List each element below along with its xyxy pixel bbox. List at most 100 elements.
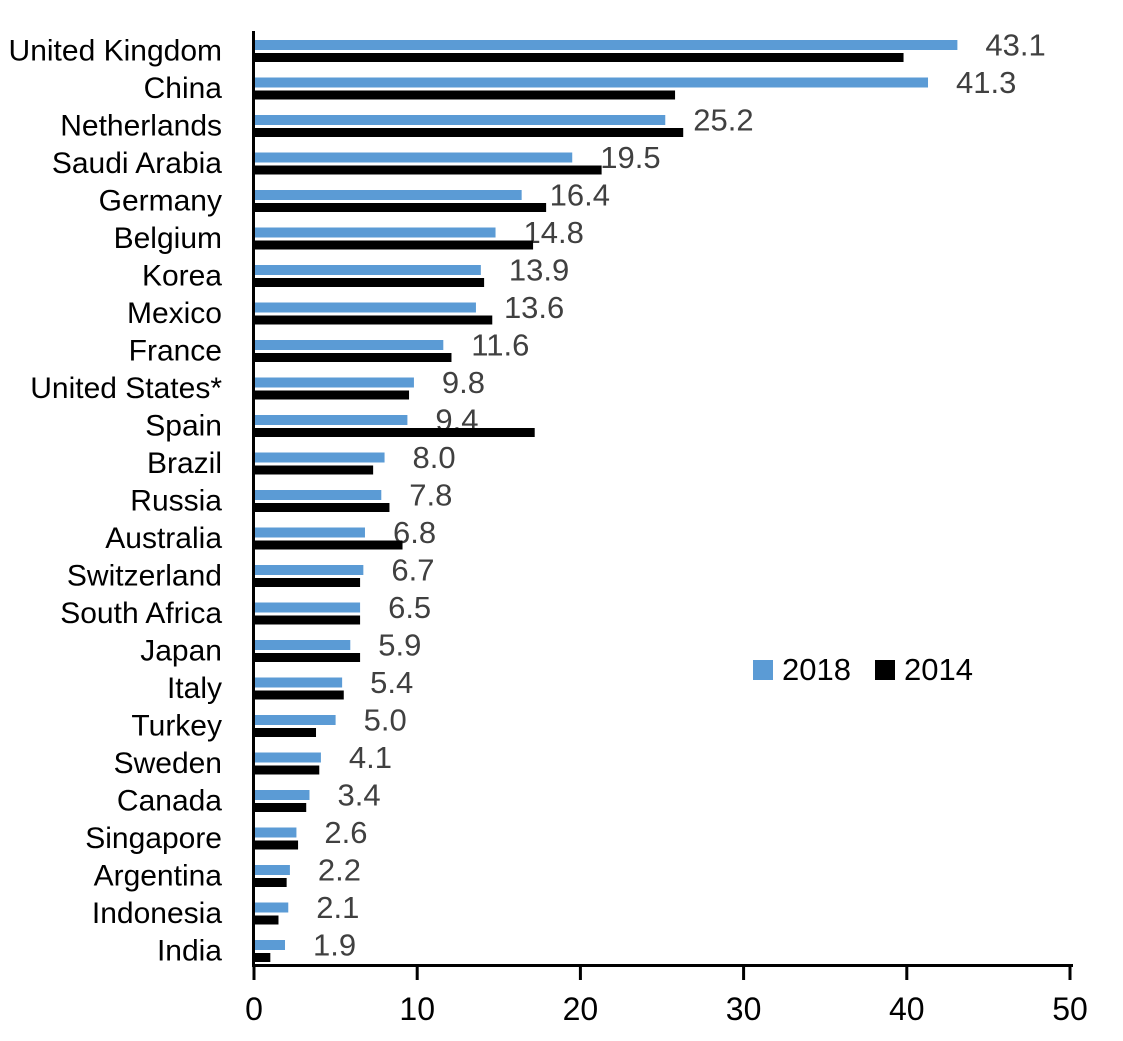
category-label-spain: Spain	[145, 410, 222, 443]
x-tick-label-10: 10	[399, 991, 435, 1027]
bar-2018-indonesia	[254, 902, 289, 913]
value-label-korea: 13.9	[509, 253, 569, 288]
value-label-sweden: 4.1	[349, 740, 392, 775]
value-label-japan: 5.9	[378, 628, 421, 663]
bar-2014-germany	[254, 203, 547, 212]
bar-2018-singapore	[254, 827, 297, 838]
bar-2018-brazil	[254, 452, 385, 463]
legend-swatch-2014	[874, 659, 895, 680]
bar-2014-italy	[254, 690, 344, 700]
value-label-singapore: 2.6	[324, 815, 367, 850]
bar-2014-turkey	[254, 728, 317, 737]
bar-2014-japan	[254, 653, 361, 662]
bar-2014-united-states	[254, 390, 410, 400]
x-tick-20	[578, 967, 582, 980]
category-label-china: China	[144, 72, 223, 105]
value-label-indonesia: 2.1	[316, 890, 359, 925]
value-label-south-africa: 6.5	[388, 590, 431, 625]
bar-2014-saudi-arabia	[254, 165, 602, 175]
value-label-germany: 16.4	[550, 178, 610, 213]
category-label-turkey: Turkey	[131, 710, 222, 743]
value-label-netherlands: 25.2	[693, 103, 753, 138]
category-label-france: France	[129, 335, 222, 368]
category-label-india: India	[157, 935, 222, 968]
bar-2014-netherlands	[254, 128, 684, 137]
category-label-singapore: Singapore	[85, 822, 222, 855]
value-label-italy: 5.4	[370, 665, 413, 700]
bar-2014-south-africa	[254, 615, 361, 625]
category-label-united-states: United States*	[30, 372, 222, 405]
bar-2018-sweden	[254, 752, 321, 763]
category-label-brazil: Brazil	[147, 447, 222, 480]
x-tick-10	[415, 967, 419, 980]
category-label-australia: Australia	[105, 522, 222, 555]
category-label-mexico: Mexico	[127, 297, 222, 330]
value-label-belgium: 14.8	[524, 215, 584, 250]
bar-2018-china	[254, 77, 929, 88]
bar-2018-italy	[254, 677, 343, 688]
bar-2018-india	[254, 940, 286, 950]
bar-2014-indonesia	[254, 915, 279, 925]
bar-2018-united-kingdom	[254, 40, 958, 50]
bar-2018-germany	[254, 190, 522, 200]
bar-2014-india	[254, 953, 271, 962]
category-label-germany: Germany	[99, 185, 222, 218]
bar-2018-australia	[254, 527, 365, 538]
bar-2018-united-states	[254, 377, 414, 388]
bar-2014-australia	[254, 540, 403, 550]
value-label-china: 41.3	[956, 65, 1016, 100]
category-label-russia: Russia	[130, 485, 222, 518]
bar-2014-argentina	[254, 878, 287, 887]
bar-2014-sweden	[254, 765, 320, 775]
legend-item-2014: 2014	[874, 652, 973, 687]
x-tick-label-40: 40	[889, 991, 925, 1027]
category-label-japan: Japan	[140, 635, 222, 668]
category-label-indonesia: Indonesia	[92, 897, 222, 930]
bar-2018-japan	[254, 640, 351, 650]
value-label-france: 11.6	[471, 328, 529, 363]
value-label-mexico: 13.6	[504, 290, 564, 325]
category-label-switzerland: Switzerland	[67, 560, 222, 593]
category-label-belgium: Belgium	[114, 222, 222, 255]
category-label-netherlands: Netherlands	[60, 110, 222, 143]
bar-2014-singapore	[254, 840, 299, 850]
x-tick-label-0: 0	[245, 991, 263, 1027]
bar-2014-brazil	[254, 465, 374, 475]
value-label-turkey: 5.0	[364, 703, 407, 738]
value-label-switzerland: 6.7	[391, 553, 434, 588]
category-label-argentina: Argentina	[94, 860, 223, 893]
category-label-italy: Italy	[167, 672, 222, 705]
category-label-sweden: Sweden	[114, 747, 222, 780]
bar-2018-saudi-arabia	[254, 152, 573, 163]
value-label-argentina: 2.2	[318, 853, 361, 888]
value-label-india: 1.9	[313, 928, 356, 963]
bar-2018-turkey	[254, 715, 336, 725]
category-label-korea: Korea	[142, 260, 222, 293]
legend-label-2018: 2018	[782, 652, 851, 687]
category-label-canada: Canada	[117, 785, 222, 818]
bar-2014-united-kingdom	[254, 53, 904, 62]
bar-2018-south-africa	[254, 602, 361, 613]
bar-2014-russia	[254, 503, 390, 512]
bar-2018-france	[254, 340, 444, 350]
x-tick-0	[252, 967, 256, 980]
category-label-saudi-arabia: Saudi Arabia	[52, 147, 222, 180]
x-tick-30	[742, 967, 746, 980]
bar-2018-korea	[254, 265, 481, 275]
bar-2018-belgium	[254, 227, 496, 238]
bar-2018-russia	[254, 490, 382, 500]
legend: 2018 2014	[753, 654, 973, 685]
bar-2018-netherlands	[254, 115, 666, 125]
value-label-united-kingdom: 43.1	[985, 28, 1045, 63]
x-axis-line	[252, 964, 1073, 967]
value-label-russia: 7.8	[409, 478, 452, 513]
value-label-canada: 3.4	[337, 778, 380, 813]
bar-2014-switzerland	[254, 578, 361, 587]
bar-2018-argentina	[254, 865, 290, 875]
bar-2018-switzerland	[254, 565, 364, 575]
bar-2014-china	[254, 90, 676, 100]
bar-2018-spain	[254, 415, 408, 425]
legend-label-2014: 2014	[903, 652, 973, 687]
bar-2014-france	[254, 353, 452, 362]
